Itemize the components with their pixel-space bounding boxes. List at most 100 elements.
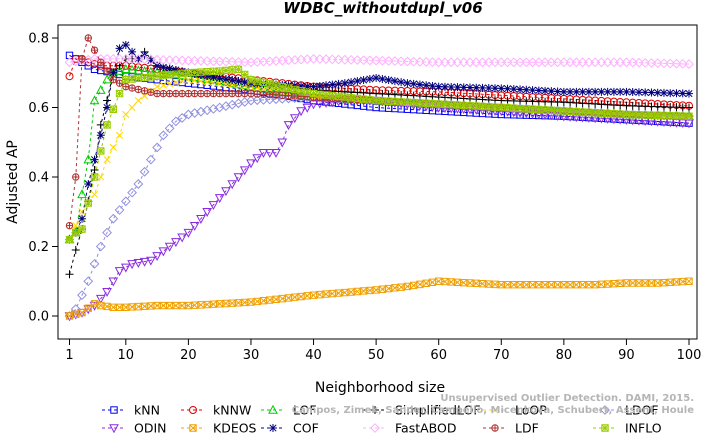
data-point bbox=[134, 54, 143, 63]
data-point bbox=[591, 87, 600, 96]
series-kdeos bbox=[65, 277, 693, 320]
data-point bbox=[472, 83, 481, 92]
data-point bbox=[616, 87, 625, 96]
data-point bbox=[347, 288, 355, 296]
data-point bbox=[178, 77, 186, 85]
data-point bbox=[215, 89, 224, 98]
data-point bbox=[239, 166, 250, 176]
x-tick-label: 40 bbox=[305, 348, 322, 363]
data-point bbox=[283, 121, 294, 131]
data-point bbox=[177, 55, 188, 66]
data-point bbox=[196, 106, 206, 117]
data-point bbox=[97, 58, 105, 66]
data-point bbox=[83, 276, 94, 287]
data-point bbox=[122, 110, 130, 119]
data-point bbox=[397, 98, 405, 106]
data-point bbox=[172, 301, 180, 310]
data-point bbox=[402, 56, 413, 67]
data-point bbox=[197, 77, 205, 85]
data-point bbox=[315, 81, 324, 90]
data-point bbox=[364, 55, 375, 66]
x-axis-label: Neighborhood size bbox=[315, 380, 445, 396]
data-point bbox=[90, 155, 99, 164]
data-point bbox=[653, 88, 662, 97]
legend-item-fastabod: FastABOD bbox=[363, 421, 457, 434]
data-point bbox=[585, 108, 593, 117]
data-point bbox=[428, 81, 437, 90]
data-point bbox=[397, 283, 405, 291]
data-point bbox=[654, 111, 662, 120]
data-point bbox=[139, 54, 150, 65]
legend-marker bbox=[189, 406, 197, 414]
data-point bbox=[89, 258, 100, 269]
data-point bbox=[153, 61, 162, 70]
data-point bbox=[95, 241, 106, 252]
data-point bbox=[65, 222, 74, 230]
data-point bbox=[170, 116, 181, 127]
data-point bbox=[553, 281, 562, 289]
data-point bbox=[165, 89, 174, 98]
data-point bbox=[128, 84, 136, 92]
data-point bbox=[134, 96, 142, 105]
data-point bbox=[353, 77, 362, 86]
data-point bbox=[415, 80, 424, 89]
data-point bbox=[685, 103, 693, 112]
data-point bbox=[441, 100, 449, 109]
data-point bbox=[628, 110, 637, 119]
legend-label: kNN bbox=[134, 403, 160, 418]
data-point bbox=[71, 245, 80, 254]
data-point bbox=[253, 77, 261, 85]
data-point bbox=[440, 82, 449, 91]
data-point bbox=[78, 214, 87, 223]
data-point bbox=[239, 57, 250, 68]
data-point bbox=[115, 89, 124, 98]
data-point bbox=[253, 297, 261, 306]
data-point bbox=[72, 173, 80, 181]
data-point bbox=[227, 56, 238, 67]
data-point bbox=[572, 107, 581, 116]
data-point bbox=[102, 74, 112, 84]
data-point bbox=[208, 103, 219, 114]
data-point bbox=[127, 64, 137, 74]
y-tick-label: 0.2 bbox=[28, 240, 49, 255]
data-point bbox=[447, 82, 456, 91]
data-point bbox=[114, 205, 125, 215]
data-point bbox=[159, 301, 168, 310]
legend-item-knn: kNN bbox=[102, 403, 160, 418]
data-point bbox=[453, 83, 462, 92]
data-point bbox=[353, 94, 362, 103]
data-point bbox=[158, 54, 169, 65]
legend-marker bbox=[600, 405, 610, 415]
data-point bbox=[559, 87, 568, 96]
data-point bbox=[609, 87, 618, 96]
data-point bbox=[421, 57, 432, 67]
data-point bbox=[659, 88, 668, 97]
data-point bbox=[170, 55, 181, 66]
data-point bbox=[427, 57, 438, 68]
data-point bbox=[103, 156, 111, 164]
data-point bbox=[84, 34, 92, 42]
data-point bbox=[328, 91, 337, 100]
data-point bbox=[239, 80, 250, 90]
data-point bbox=[208, 201, 219, 211]
data-point bbox=[133, 65, 144, 75]
legend-item-loop: LoOP bbox=[483, 403, 547, 418]
data-point bbox=[685, 277, 693, 285]
data-point bbox=[291, 293, 299, 301]
data-point bbox=[246, 159, 256, 169]
data-point bbox=[634, 88, 643, 97]
data-point bbox=[146, 256, 156, 266]
data-point bbox=[284, 84, 293, 92]
data-point bbox=[214, 194, 225, 204]
legend-label: kNNW bbox=[213, 403, 251, 418]
data-point bbox=[259, 90, 268, 98]
legend-item-odin: ODIN bbox=[102, 421, 167, 434]
data-point bbox=[120, 263, 131, 273]
data-point bbox=[416, 99, 424, 107]
data-point bbox=[297, 81, 306, 90]
data-point bbox=[291, 92, 299, 100]
data-point bbox=[202, 105, 213, 116]
data-point bbox=[566, 87, 575, 96]
data-point bbox=[114, 267, 125, 277]
data-point bbox=[258, 148, 269, 158]
